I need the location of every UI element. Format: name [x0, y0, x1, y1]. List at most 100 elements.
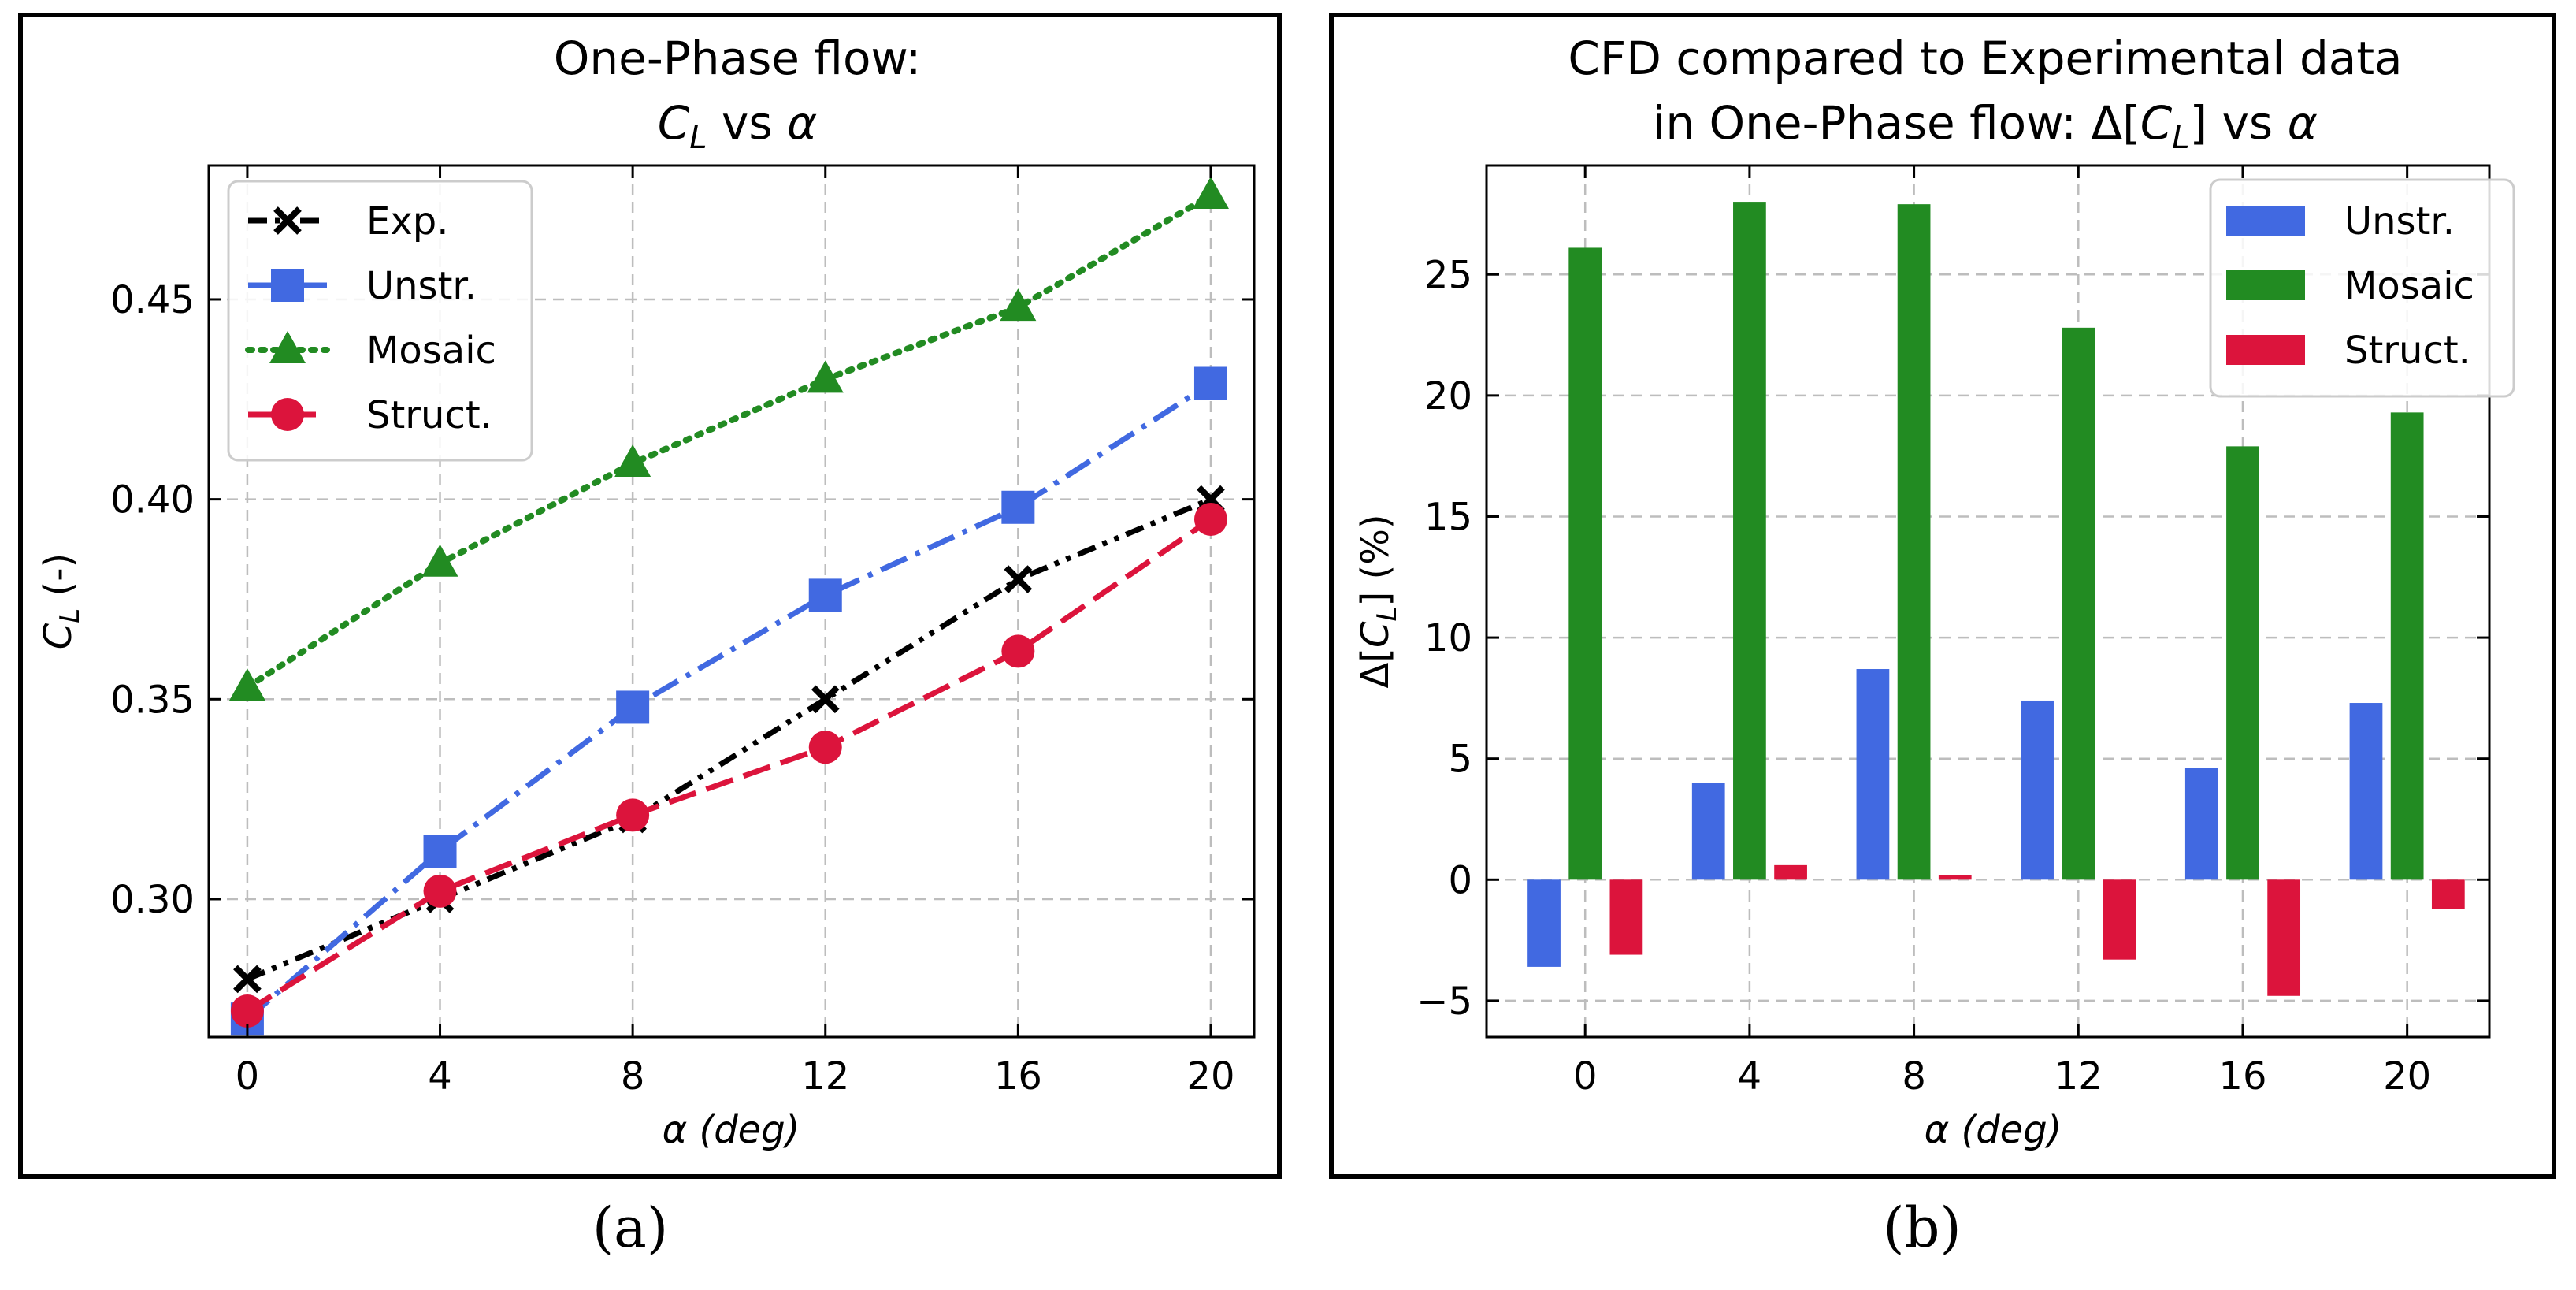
panel-a: One-Phase flow: CL vs α 0 4 8 12 16 20 0.30 0.3… [18, 13, 1282, 1260]
chart-a-point-exp-stroke-2 [233, 965, 262, 994]
chart-a-series [228, 177, 1229, 1036]
chart-b-bar-unstr [1691, 783, 1725, 880]
chart-b-bar-mosaic [2062, 327, 2095, 880]
chart-a-plot-frame [207, 164, 1256, 1039]
chart-b-bar-unstr [2021, 700, 2054, 880]
chart-a-point-struct [230, 994, 264, 1028]
chart-b-legend-swatch-mosaic [2226, 270, 2305, 300]
chart-b-bar-unstr [2349, 703, 2383, 880]
chart-b-legend-swatch-unstr [2226, 206, 2305, 236]
chart-b-bar-mosaic [1897, 204, 1931, 880]
chart-b-bar-mosaic [2390, 412, 2424, 880]
chart-a-ticks: 0 4 8 12 16 20 0.30 0.35 0.40 0.45 [110, 165, 1254, 1099]
chart-a-series-line-unstr [245, 381, 1212, 1021]
chart-b-bar-struct [2267, 879, 2301, 996]
chart-a-point-exp-stroke-2 [1004, 565, 1033, 593]
chart-a-point-mosaic [228, 668, 265, 701]
chart-a-series-line-struct [246, 517, 1212, 1013]
chart-b-ytick-label: 25 [1424, 253, 1472, 297]
chart-a-point-struct [616, 798, 650, 832]
chart-a-point-struct [423, 874, 457, 908]
chart-a-xtick-label: 8 [621, 1054, 645, 1099]
chart-a-point-unstr [616, 690, 650, 724]
chart-a-title-line2: CL vs α [658, 96, 817, 156]
chart-b-bar-unstr [1527, 879, 1561, 967]
chart-b-ytick-label: 0 [1448, 858, 1472, 902]
chart-b-bar-struct [1938, 875, 1972, 880]
chart-b-xtick-label: 12 [2054, 1054, 2103, 1099]
chart-b-ytick-label: 10 [1424, 616, 1472, 660]
chart-b-bar-struct [2103, 879, 2136, 960]
chart-b-series [1527, 202, 2465, 996]
chart-a-point-struct [1193, 502, 1227, 536]
chart-b-xtick-label: 8 [1902, 1054, 1926, 1099]
chart-a-ylabel: CL (-) [36, 553, 86, 650]
chart-b-xtick-label: 0 [1573, 1054, 1598, 1099]
chart-a-point-exp [233, 965, 262, 994]
caption-a: (a) [592, 1195, 668, 1260]
chart-a-point-unstr [1193, 366, 1227, 400]
chart-a-point-mosaic [807, 360, 844, 393]
chart-a-legend-label-mosaic: Mosaic [366, 329, 496, 373]
chart-a-title-line1: One-Phase flow: [554, 32, 921, 85]
chart-a-point-exp-stroke-2 [811, 685, 840, 714]
chart-b-legend: Unstr. Mosaic Struct. [2209, 178, 2515, 398]
chart-b-legend-label-struct: Struct. [2344, 329, 2470, 373]
chart-b-bar-mosaic [1568, 247, 1602, 880]
chart-a-series-line-exp [246, 496, 1212, 982]
chart-a-ytick-label: 0.35 [110, 678, 195, 722]
chart-a-xtick-label: 20 [1186, 1054, 1234, 1099]
chart-b-ylabel: Δ[CL] (%) [1353, 514, 1403, 688]
chart-a-xtick-label: 0 [236, 1054, 260, 1099]
chart-b-plot-frame [1485, 164, 2491, 1039]
chart-a-point-exp [1004, 565, 1033, 593]
chart-a-point-exp [811, 685, 840, 714]
chart-b-title-line2: in One-Phase flow: Δ[CL] vs α [1653, 96, 2318, 156]
chart-a-point-struct [1001, 634, 1035, 668]
chart-b-ytick-label: −5 [1416, 980, 1472, 1024]
chart-a-series-line-mosaic [243, 192, 1214, 691]
chart-b-ytick-label: 15 [1424, 495, 1472, 539]
chart-a-ytick-label: 0.30 [110, 878, 195, 922]
chart-b-bar-mosaic [1733, 202, 1766, 880]
chart-a-legend-box [227, 180, 533, 462]
chart-b-bar-struct [2431, 879, 2465, 909]
chart-b-xlabel: α (deg) [1925, 1108, 2062, 1152]
chart-b-title-line1: CFD compared to Experimental data [1568, 32, 2402, 85]
chart-a-xtick-label: 12 [801, 1054, 849, 1099]
chart-b-xtick-label: 20 [2383, 1054, 2431, 1099]
chart-a-point-mosaic [614, 444, 651, 477]
chart-b-bar-unstr [2184, 768, 2218, 880]
chart-b-xtick-label: 4 [1738, 1054, 1762, 1099]
chart-a-xlabel: α (deg) [663, 1108, 800, 1152]
chart-a-legend-label-exp: Exp. [366, 199, 448, 244]
chart-b-bar-unstr [1856, 669, 1890, 880]
chart-b-bar-mosaic [2226, 446, 2259, 880]
chart-b-legend-swatch-struct [2226, 335, 2305, 365]
chart-b-ticks: 0 4 8 12 16 20 −5 0 5 10 15 20 25 [1416, 165, 2489, 1099]
chart-a-point-struct [808, 731, 842, 764]
chart-a-point-unstr [808, 578, 842, 612]
chart-b-xtick-label: 16 [2218, 1054, 2266, 1099]
panel-b: CFD compared to Experimental data in One… [1329, 13, 2556, 1260]
chart-b-ytick-label: 20 [1424, 374, 1472, 418]
chart-a-point-mosaic [1000, 288, 1037, 322]
chart-a-point-mosaic [421, 544, 458, 577]
chart-b-legend-label-unstr: Unstr. [2344, 199, 2455, 244]
chart-a-xtick-label: 4 [428, 1054, 452, 1099]
chart-a-legend-marker-struct [271, 398, 304, 431]
chart-a-point-mosaic [1192, 177, 1229, 210]
chart-a-legend-marker-mosaic [269, 331, 306, 363]
chart-a-point-unstr [423, 835, 457, 868]
chart-b-bar-struct [1609, 879, 1643, 955]
chart-a-legend: Exp. Unstr. Mosaic Struct. [227, 180, 533, 462]
chart-b-legend-label-mosaic: Mosaic [2344, 264, 2474, 308]
chart-a-ytick-label: 0.45 [110, 278, 195, 322]
chart-b-ytick-label: 5 [1448, 738, 1472, 782]
chart-a-point-unstr [1001, 490, 1035, 524]
caption-b: (b) [1883, 1195, 1961, 1260]
chart-a-legend-label-struct: Struct. [366, 393, 492, 437]
chart-a-legend-marker-exp [273, 206, 302, 235]
chart-a-ytick-label: 0.40 [110, 478, 195, 522]
